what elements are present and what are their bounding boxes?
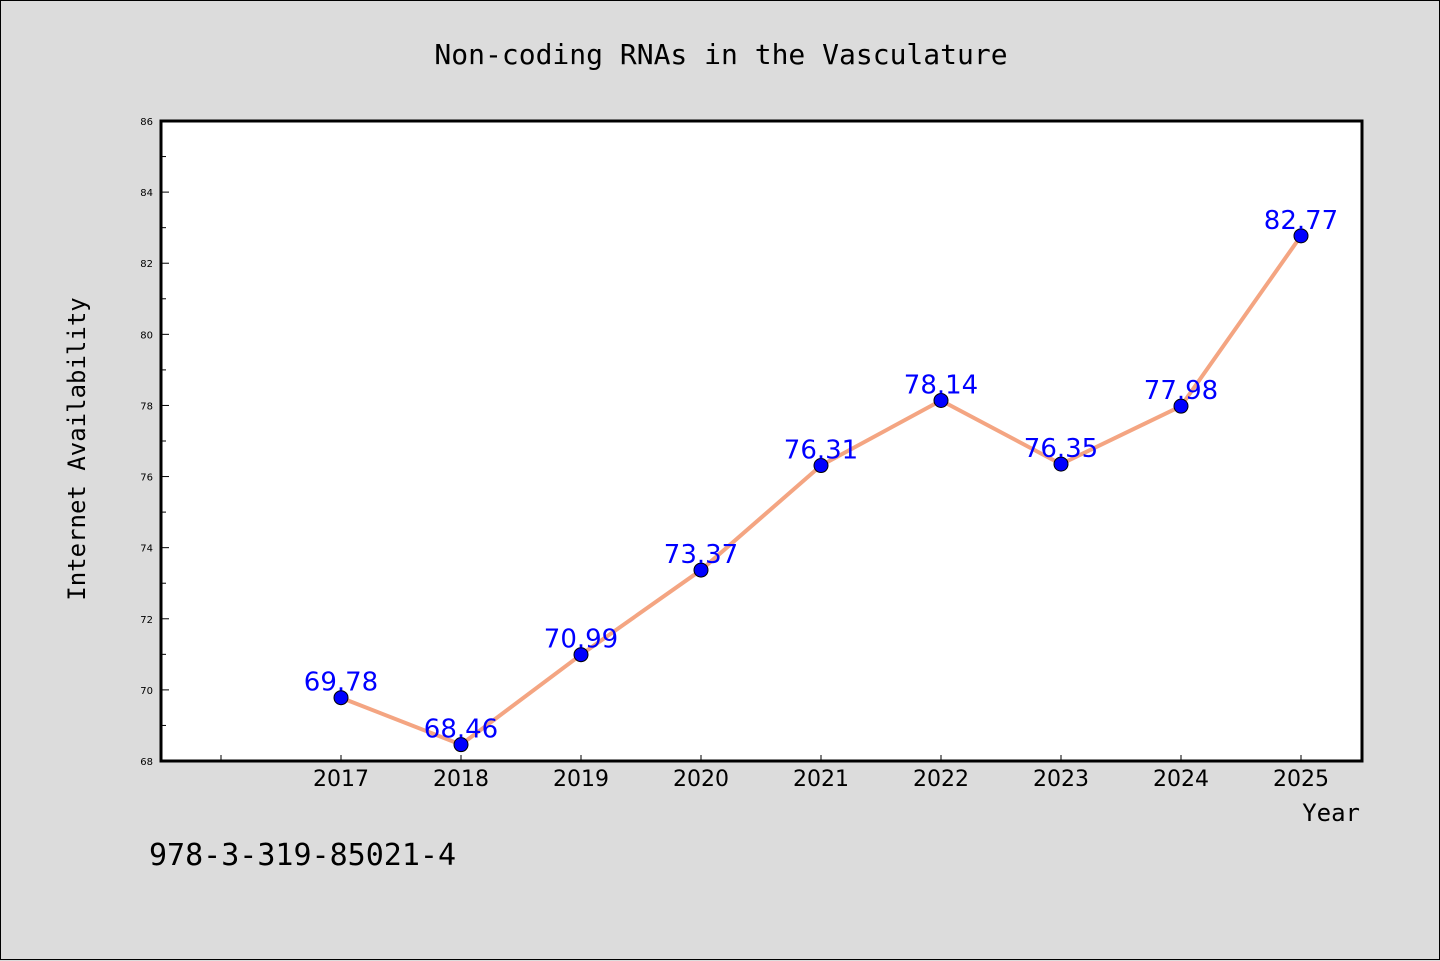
data-point — [813, 458, 829, 474]
data-point — [333, 690, 349, 706]
series-group: 69.78 68.46 70.99 73.37 76.31 78.14 76.35 77.98… — [304, 206, 1338, 753]
data-label: 77.98 — [1144, 376, 1218, 406]
data-point — [693, 562, 709, 578]
data-label: 76.31 — [784, 436, 858, 466]
x-tick-label: 2020 — [673, 767, 729, 792]
y-tick-label: 82 — [140, 259, 153, 270]
data-label: 76.35 — [1024, 434, 1098, 464]
y-tick-label: 76 — [140, 473, 153, 484]
data-point — [453, 737, 469, 753]
y-tick-label: 80 — [140, 330, 153, 341]
footer-code: 978-3-319-85021-4 — [149, 838, 456, 873]
x-tick-label: 2017 — [313, 767, 369, 792]
y-tick-label: 86 — [140, 117, 153, 128]
x-tick-label: 2022 — [913, 767, 969, 792]
y-tick-label: 78 — [140, 401, 153, 412]
y-tick-label: 84 — [140, 188, 153, 199]
x-tick-label: 2018 — [433, 767, 489, 792]
x-tick-label: 2023 — [1033, 767, 1089, 792]
data-point — [1293, 228, 1309, 244]
y-tick-label: 70 — [140, 686, 153, 697]
y-tick-label: 72 — [140, 615, 153, 626]
data-label: 73.37 — [664, 540, 738, 570]
y-axis-label: Internet Availability — [63, 297, 91, 600]
x-tick-label: 2019 — [553, 767, 609, 792]
x-axis-ticks: 2017 2018 2019 2020 2021 2022 2023 2024 2025 — [220, 755, 1329, 792]
x-tick-label: 2024 — [1153, 767, 1209, 792]
data-label: 70.99 — [544, 625, 618, 655]
y-tick-label: 74 — [140, 544, 153, 555]
data-label: 68.46 — [424, 715, 498, 745]
data-point — [1173, 398, 1189, 414]
data-label: 78.14 — [904, 370, 978, 400]
data-point — [1053, 456, 1069, 472]
x-axis-label: Year — [1302, 799, 1360, 827]
data-point — [933, 392, 949, 408]
y-tick-label: 68 — [140, 757, 153, 768]
chart-title: Non-coding RNAs in the Vasculature — [434, 38, 1007, 71]
x-tick-label: 2021 — [793, 767, 849, 792]
data-label: 69.78 — [304, 668, 378, 698]
data-label: 82.77 — [1264, 206, 1338, 236]
x-tick-label: 2025 — [1273, 767, 1329, 792]
plot-area — [159, 119, 1364, 763]
data-point — [573, 647, 589, 663]
y-axis-ticks: 68 70 72 74 76 78 80 82 84 86 — [140, 117, 169, 768]
